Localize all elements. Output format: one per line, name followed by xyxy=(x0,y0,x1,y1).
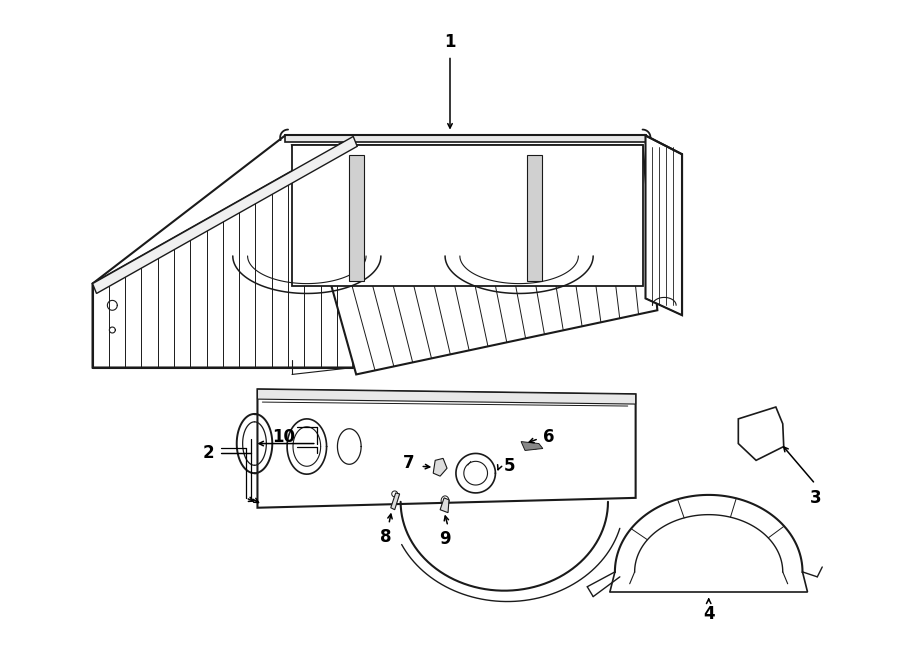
Polygon shape xyxy=(738,407,784,460)
Polygon shape xyxy=(527,155,542,281)
Polygon shape xyxy=(645,136,682,315)
Text: 7: 7 xyxy=(402,454,414,473)
Polygon shape xyxy=(440,498,449,513)
Text: 3: 3 xyxy=(809,489,821,507)
Polygon shape xyxy=(391,493,400,510)
Polygon shape xyxy=(349,155,364,281)
Polygon shape xyxy=(292,145,643,286)
Text: 6: 6 xyxy=(543,428,554,446)
Text: 10: 10 xyxy=(273,428,295,446)
Polygon shape xyxy=(521,442,543,450)
Polygon shape xyxy=(93,136,357,293)
Text: 5: 5 xyxy=(503,457,515,475)
Polygon shape xyxy=(257,389,635,508)
Text: 8: 8 xyxy=(380,528,392,547)
Text: 1: 1 xyxy=(445,32,455,51)
Text: 9: 9 xyxy=(439,530,451,549)
Polygon shape xyxy=(292,145,657,374)
Polygon shape xyxy=(433,458,447,476)
Text: 2: 2 xyxy=(202,444,214,463)
Text: 4: 4 xyxy=(703,605,715,623)
Polygon shape xyxy=(285,136,645,142)
Polygon shape xyxy=(257,389,635,404)
Polygon shape xyxy=(93,136,353,368)
